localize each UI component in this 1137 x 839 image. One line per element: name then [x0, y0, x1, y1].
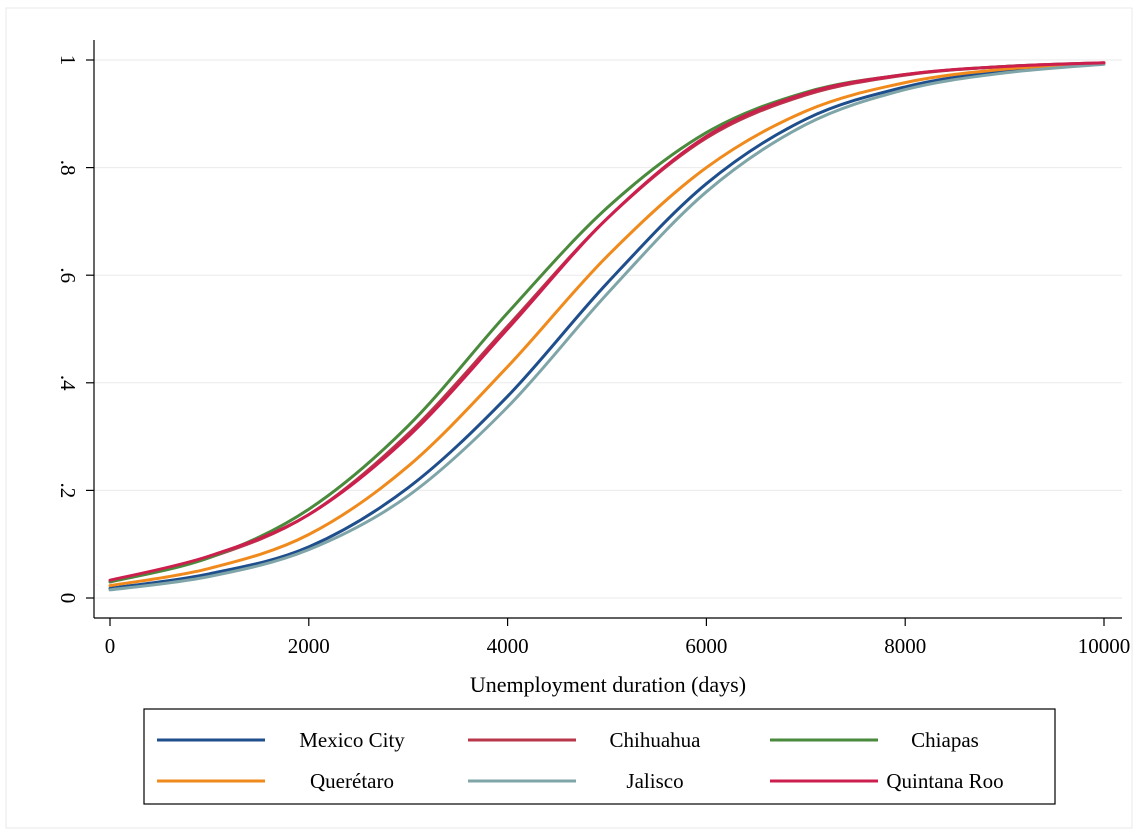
series-lines — [108, 61, 1106, 592]
legend-label-mexico-city: Mexico City — [299, 728, 405, 752]
legend-label-queretaro: Querétaro — [310, 769, 394, 793]
y-tick-label: .4 — [56, 375, 80, 391]
x-tick-label: 0 — [105, 634, 116, 658]
x-tick-label: 6000 — [685, 634, 727, 658]
y-tick-label: .8 — [56, 160, 80, 176]
y-tick-label: .2 — [56, 483, 80, 499]
series-line-quintana-roo — [108, 61, 1106, 582]
legend: Mexico City Chihuahua Chiapas Querétaro Jali… — [143, 708, 1056, 805]
x-tick-label: 4000 — [487, 634, 529, 658]
legend-label-chihuahua: Chihuahua — [610, 728, 702, 752]
y-tick-label: 0 — [56, 593, 80, 604]
series-line-mexico-city — [108, 62, 1106, 590]
gridlines — [94, 59, 1122, 599]
legend-label-jalisco: Jalisco — [626, 769, 683, 793]
x-tick-label: 2000 — [288, 634, 330, 658]
series-line-queretaro — [108, 62, 1106, 588]
legend-label-quintana-roo: Quintana Roo — [886, 769, 1003, 793]
x-axis-title: Unemployment duration (days) — [470, 672, 746, 697]
axes: 0 .2 .4 .6 .8 1 0 2000 4000 6000 8000 10000 — [56, 40, 1130, 658]
y-tick-label: .6 — [56, 267, 80, 283]
legend-box — [143, 708, 1056, 805]
y-tick-label: 1 — [56, 55, 80, 66]
x-tick-label: 8000 — [884, 634, 926, 658]
x-tick-label: 10000 — [1078, 634, 1131, 658]
series-line-jalisco — [108, 62, 1106, 592]
legend-label-chiapas: Chiapas — [911, 728, 979, 752]
plot-frame — [5, 7, 1133, 829]
